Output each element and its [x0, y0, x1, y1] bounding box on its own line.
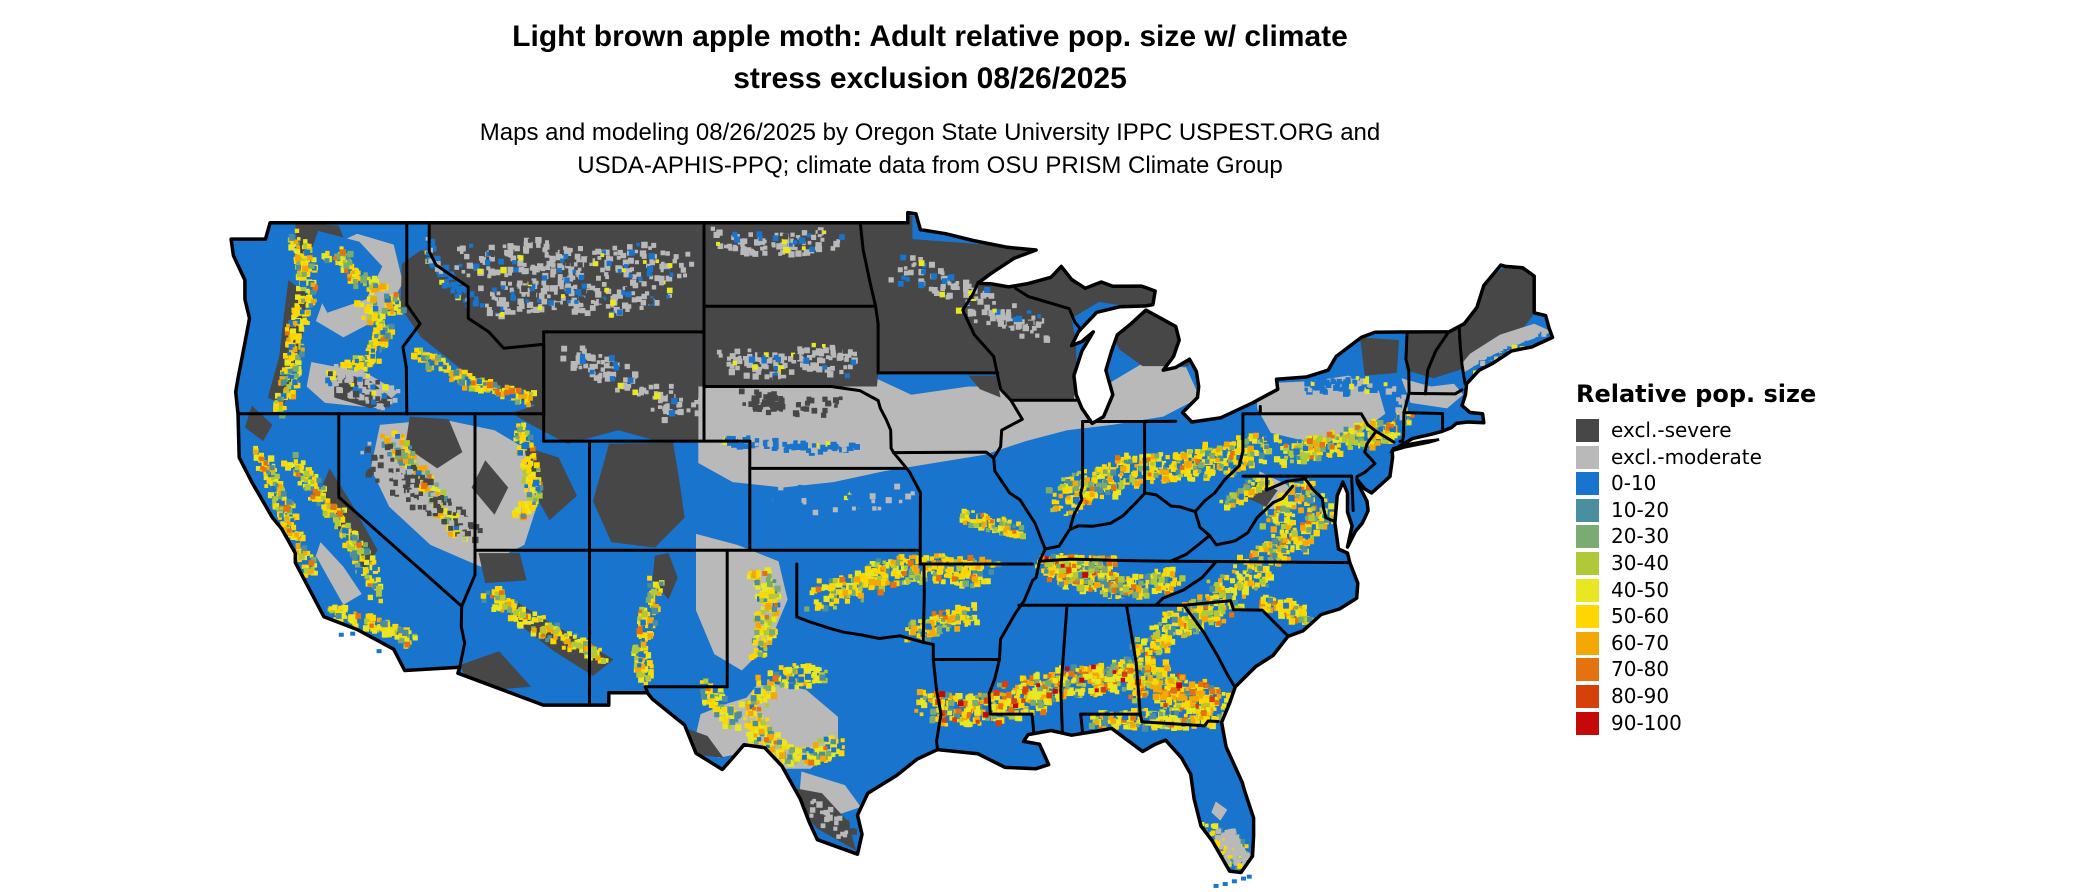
- legend-label: 10-20: [1611, 497, 1670, 522]
- legend-rows: excl.-severe excl.-moderate 0-10 10-20 20-30…: [1576, 419, 1886, 735]
- legend-item: 80-90: [1576, 683, 1886, 708]
- coastline: [229, 210, 1555, 875]
- map-subtitle: Maps and modeling 08/26/2025 by Oregon S…: [0, 116, 1860, 182]
- legend: Relative pop. size excl.-severe excl.-mod…: [1576, 380, 1886, 738]
- legend-item: 0-10: [1576, 471, 1886, 496]
- us-map: [229, 210, 1555, 888]
- map-subtitle-line1: Maps and modeling 08/26/2025 by Oregon S…: [479, 119, 1381, 146]
- legend-swatch-c10_20: [1576, 498, 1599, 522]
- legend-label: 60-70: [1611, 630, 1670, 655]
- state-borders: [236, 221, 1467, 752]
- legend-label: 50-60: [1611, 604, 1670, 629]
- legend-swatch-excl_moderate: [1576, 445, 1599, 469]
- islands: [338, 631, 1252, 888]
- legend-item: excl.-severe: [1576, 419, 1886, 442]
- legend-label: 90-100: [1611, 710, 1682, 735]
- legend-label: excl.-moderate: [1611, 444, 1762, 469]
- map-title-line2: stress exclusion 08/26/2025: [733, 62, 1127, 95]
- header: Light brown apple moth: Adult relative p…: [0, 16, 1860, 182]
- legend-swatch-c40_50: [1576, 578, 1599, 602]
- legend-item: 50-60: [1576, 604, 1886, 629]
- legend-swatch-c30_40: [1576, 551, 1599, 575]
- legend-label: 30-40: [1611, 550, 1670, 575]
- legend-swatch-c90_100: [1576, 711, 1599, 735]
- legend-item: 40-50: [1576, 577, 1886, 602]
- legend-label: 40-50: [1611, 577, 1670, 602]
- legend-item: 20-30: [1576, 524, 1886, 549]
- legend-item: 90-100: [1576, 710, 1886, 735]
- long-island: [1389, 438, 1440, 454]
- legend-title: Relative pop. size: [1576, 380, 1817, 408]
- legend-item: 30-40: [1576, 550, 1886, 575]
- legend-label: 70-80: [1611, 657, 1670, 682]
- legend-item: excl.-moderate: [1576, 444, 1886, 469]
- legend-item: 70-80: [1576, 657, 1886, 682]
- legend-item: 60-70: [1576, 630, 1886, 655]
- legend-item: 10-20: [1576, 497, 1886, 522]
- map-title: Light brown apple moth: Adult relative p…: [0, 16, 1860, 100]
- legend-swatch-excl_severe: [1576, 419, 1599, 442]
- legend-label: 80-90: [1611, 683, 1670, 708]
- legend-swatch-c70_80: [1576, 658, 1599, 682]
- legend-swatch-c20_30: [1576, 525, 1599, 549]
- legend-label: 20-30: [1611, 524, 1670, 549]
- legend-swatch-c50_60: [1576, 605, 1599, 629]
- legend-label: 0-10: [1611, 471, 1657, 496]
- legend-swatch-c0_10: [1576, 472, 1599, 496]
- legend-label: excl.-severe: [1611, 418, 1732, 442]
- map-title-line1: Light brown apple moth: Adult relative p…: [512, 20, 1348, 53]
- map-subtitle-line2: USDA-APHIS-PPQ; climate data from OSU PR…: [577, 152, 1283, 179]
- legend-swatch-c60_70: [1576, 631, 1599, 655]
- legend-swatch-c80_90: [1576, 684, 1599, 708]
